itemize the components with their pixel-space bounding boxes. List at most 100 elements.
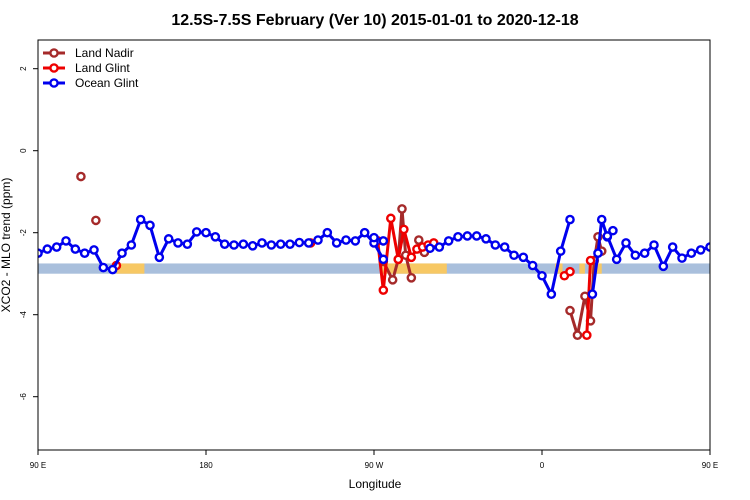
y-tick-label: -6 xyxy=(19,393,28,401)
series-ocean-glint xyxy=(38,214,741,300)
data-point-ocean-glint xyxy=(98,262,109,273)
data-point-ocean-glint xyxy=(257,238,267,248)
data-point-land-glint xyxy=(582,330,592,341)
land-highlight-segment xyxy=(579,263,585,274)
data-point-land-nadir xyxy=(397,204,407,214)
data-point-ocean-glint xyxy=(229,240,239,250)
data-point-ocean-glint xyxy=(275,239,286,249)
data-point-ocean-glint xyxy=(285,239,295,249)
data-point-land-glint xyxy=(399,224,409,235)
data-point-ocean-glint xyxy=(322,227,333,238)
data-point-ocean-glint xyxy=(649,240,659,250)
data-point-ocean-glint xyxy=(378,236,389,246)
legend-marker-land-nadir xyxy=(49,48,59,58)
data-point-land-nadir xyxy=(91,215,101,226)
data-point-ocean-glint xyxy=(303,238,314,248)
series-line-ocean-glint xyxy=(38,218,385,272)
data-point-ocean-glint xyxy=(593,248,603,258)
y-tick-label: 0 xyxy=(19,148,28,153)
data-point-ocean-glint xyxy=(135,214,146,225)
data-point-land-glint xyxy=(565,266,575,277)
axis-layer: 90 E 180 90 W 0 90 E 2 0 -2 -4 -6 xyxy=(19,66,718,470)
data-point-ocean-glint xyxy=(51,242,62,252)
data-point-ocean-glint xyxy=(425,243,435,254)
data-point-ocean-glint xyxy=(555,246,566,256)
data-point-ocean-glint xyxy=(527,260,538,271)
x-tick-label: 0 xyxy=(540,461,545,470)
data-point-ocean-glint xyxy=(79,248,90,258)
x-tick-label: 90 E xyxy=(30,461,46,470)
data-point-ocean-glint xyxy=(686,248,697,258)
data-point-ocean-glint xyxy=(443,236,454,246)
data-point-ocean-glint xyxy=(677,253,687,263)
data-point-land-nadir xyxy=(76,171,86,182)
data-point-ocean-glint xyxy=(608,225,618,236)
data-point-ocean-glint xyxy=(173,238,183,248)
data-point-land-glint xyxy=(393,254,404,265)
data-point-ocean-glint xyxy=(621,238,631,248)
x-tick-label: 180 xyxy=(199,461,213,470)
data-point-ocean-glint xyxy=(201,227,211,238)
data-point-land-glint xyxy=(585,255,596,266)
data-point-ocean-glint xyxy=(565,214,575,225)
series-line-land-glint xyxy=(585,260,592,336)
data-point-ocean-glint xyxy=(546,289,557,300)
data-point-ocean-glint xyxy=(705,242,710,252)
x-tick-label: 90 W xyxy=(365,461,384,470)
data-point-land-nadir xyxy=(406,272,417,283)
data-point-ocean-glint xyxy=(126,240,137,250)
data-point-ocean-glint xyxy=(61,236,71,246)
data-point-ocean-glint xyxy=(611,254,622,265)
data-point-ocean-glint xyxy=(266,240,277,250)
data-point-ocean-glint xyxy=(630,250,641,261)
data-point-land-nadir xyxy=(413,235,424,245)
chart-title: 12.5S-7.5S February (Ver 10) 2015-01-01 … xyxy=(171,12,578,29)
legend-marker-ocean-glint xyxy=(49,78,59,88)
data-point-land-glint xyxy=(385,213,396,224)
legend-marker-land-glint xyxy=(49,63,59,73)
legend-label-land-nadir: Land Nadir xyxy=(75,46,134,60)
y-axis-label: XCO2 - MLO trend (ppm) xyxy=(0,178,13,313)
data-point-ocean-glint xyxy=(434,242,445,252)
data-point-ocean-glint xyxy=(490,240,501,250)
data-point-ocean-glint xyxy=(182,239,193,249)
data-point-ocean-glint xyxy=(639,248,650,258)
data-point-land-nadir xyxy=(387,275,398,285)
legend-label-ocean-glint: Ocean Glint xyxy=(75,76,139,90)
data-point-ocean-glint xyxy=(42,244,53,254)
data-point-ocean-glint xyxy=(369,232,379,243)
data-point-ocean-glint xyxy=(453,231,463,242)
data-point-ocean-glint xyxy=(341,235,351,245)
data-point-ocean-glint xyxy=(602,231,613,241)
data-point-ocean-glint xyxy=(107,264,118,275)
data-point-ocean-glint xyxy=(145,220,155,231)
data-point-land-nadir xyxy=(572,330,583,341)
data-point-ocean-glint xyxy=(481,234,491,244)
data-point-ocean-glint xyxy=(587,289,598,300)
data-point-ocean-glint xyxy=(667,242,678,252)
data-point-ocean-glint xyxy=(247,241,258,251)
data-point-ocean-glint xyxy=(509,250,519,261)
data-point-ocean-glint xyxy=(313,235,323,245)
data-point-ocean-glint xyxy=(154,252,165,263)
data-point-ocean-glint xyxy=(219,239,230,249)
data-point-ocean-glint xyxy=(518,252,529,263)
data-point-ocean-glint xyxy=(725,246,732,253)
data-point-ocean-glint xyxy=(462,231,473,241)
reference-band xyxy=(38,263,710,274)
x-tick-label: 90 E xyxy=(702,461,718,470)
data-point-ocean-glint xyxy=(596,214,607,225)
data-point-ocean-glint xyxy=(734,250,741,257)
data-point-ocean-glint xyxy=(359,227,370,238)
legend-label-land-glint: Land Glint xyxy=(75,61,130,75)
data-point-ocean-glint xyxy=(331,238,342,248)
data-point-ocean-glint xyxy=(117,248,127,258)
data-point-ocean-glint xyxy=(294,237,305,248)
data-point-ocean-glint xyxy=(499,242,510,252)
data-point-ocean-glint xyxy=(70,244,81,254)
data-point-ocean-glint xyxy=(191,227,202,237)
data-point-land-glint xyxy=(378,285,389,295)
y-tick-label: 2 xyxy=(19,66,28,71)
data-point-land-nadir xyxy=(565,305,575,316)
